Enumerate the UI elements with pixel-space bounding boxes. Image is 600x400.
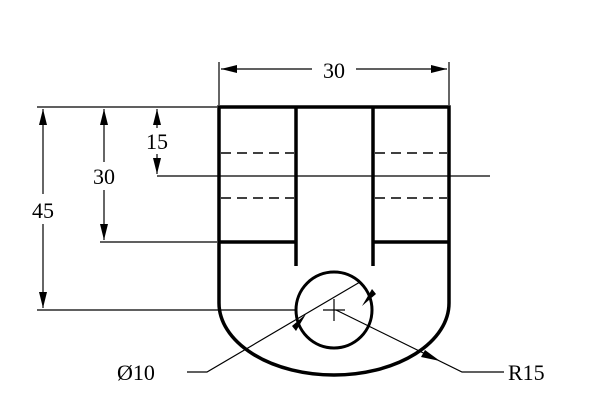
dim-15-text-bg — [138, 128, 176, 154]
dim-30-text-bg — [80, 162, 128, 190]
dim-45-arrow-bottom — [39, 292, 47, 308]
radius-leader-arrow — [421, 350, 440, 361]
part-outline — [217, 105, 451, 377]
hole-diameter-leader — [187, 281, 361, 373]
radius-leader — [335, 309, 504, 373]
hole-leader-arrow-far — [362, 289, 376, 306]
width-text-bg — [312, 55, 356, 81]
width-dimension-text: 30 — [323, 58, 345, 83]
dim-15-arrow-top — [153, 109, 161, 125]
radius-text: R15 — [508, 360, 545, 385]
dim-30-arrow-top — [100, 109, 108, 125]
dim-45-text: 45 — [32, 198, 54, 223]
dim-30-arrow-bottom — [100, 224, 108, 240]
dim-15-text: 15 — [146, 129, 168, 154]
hole-diameter-text: Ø10 — [117, 360, 155, 385]
dim-30-vertical-text: 30 — [93, 164, 115, 189]
dim-45-text-bg — [22, 194, 64, 224]
dim-45-arrow-top — [39, 109, 47, 125]
width-arrow-right — [431, 65, 447, 73]
hole-leader-arrow-near — [292, 314, 306, 331]
width-arrow-left — [221, 65, 237, 73]
dim-15-arrow-bottom — [153, 158, 161, 174]
